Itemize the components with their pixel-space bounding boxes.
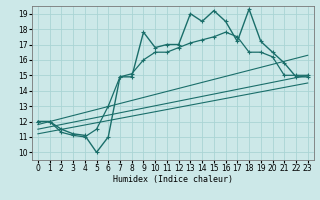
X-axis label: Humidex (Indice chaleur): Humidex (Indice chaleur) bbox=[113, 175, 233, 184]
